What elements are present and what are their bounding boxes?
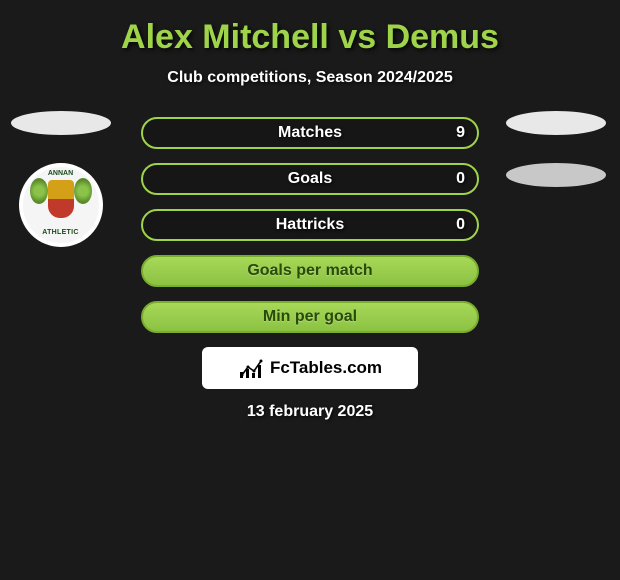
- player-right-column: [503, 111, 608, 215]
- stat-right-value: 9: [456, 124, 465, 142]
- stat-label: Hattricks: [276, 216, 344, 234]
- stat-row-goals-per-match: Goals per match: [141, 255, 479, 287]
- player-right-avatar: [506, 111, 606, 135]
- stat-row-hattricks: Hattricks 0: [141, 209, 479, 241]
- player-left-avatar: [11, 111, 111, 135]
- stat-label: Goals per match: [247, 262, 372, 280]
- stats-list: Matches 9 Goals 0 Hattricks 0 Goals per …: [141, 117, 479, 333]
- subtitle: Club competitions, Season 2024/2025: [0, 69, 620, 87]
- stat-label: Min per goal: [263, 308, 357, 326]
- stat-row-goals: Goals 0: [141, 163, 479, 195]
- chart-icon: [238, 357, 264, 379]
- player-left-column: ANNAN ATHLETIC: [8, 111, 113, 247]
- comparison-card: Alex Mitchell vs Demus Club competitions…: [0, 0, 620, 431]
- badge-text-bottom: ATHLETIC: [28, 229, 94, 236]
- club-badge-right-placeholder: [506, 163, 606, 187]
- shield-icon: [48, 180, 74, 218]
- date-text: 13 february 2025: [0, 403, 620, 421]
- watermark[interactable]: FcTables.com: [202, 347, 418, 389]
- stat-label: Goals: [288, 170, 332, 188]
- watermark-text: FcTables.com: [270, 358, 382, 378]
- club-badge-left: ANNAN ATHLETIC: [19, 163, 103, 247]
- stat-row-matches: Matches 9: [141, 117, 479, 149]
- stat-row-min-per-goal: Min per goal: [141, 301, 479, 333]
- stat-right-value: 0: [456, 170, 465, 188]
- stat-label: Matches: [278, 124, 342, 142]
- stat-right-value: 0: [456, 216, 465, 234]
- page-title: Alex Mitchell vs Demus: [0, 18, 620, 57]
- main-area: ANNAN ATHLETIC Matches 9 Goals 0: [0, 117, 620, 421]
- thistle-icon: [30, 178, 48, 204]
- thistle-icon: [74, 178, 92, 204]
- badge-text-top: ANNAN: [28, 170, 94, 177]
